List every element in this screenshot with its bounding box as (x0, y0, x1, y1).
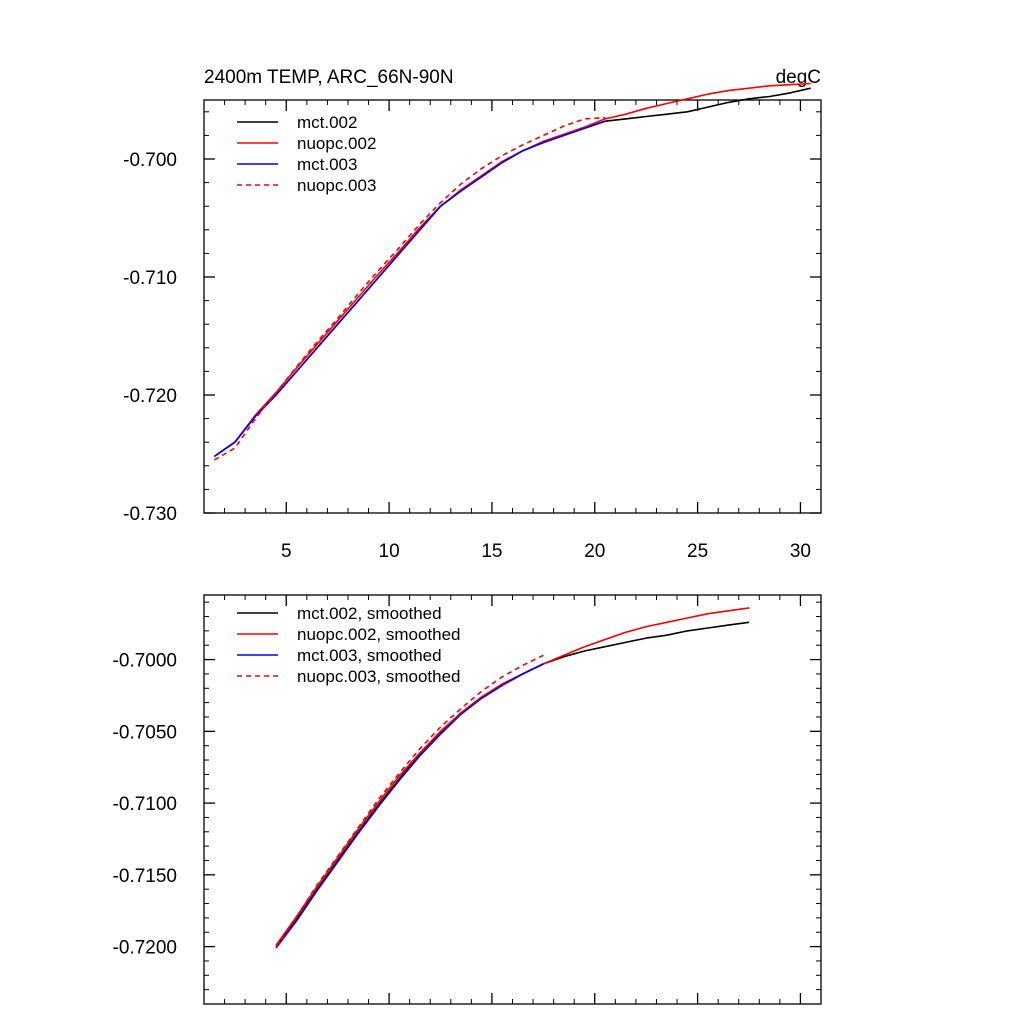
series-line (213, 120, 606, 458)
y-tick-label: -0.7000 (113, 651, 177, 672)
chart-title: 2400m TEMP, ARC_66N-90N (204, 67, 454, 88)
y-tick-label: -0.720 (123, 386, 177, 407)
x-tick-label: 15 (481, 541, 502, 562)
y-tick-label: -0.700 (123, 150, 177, 171)
y-tick-label: -0.730 (123, 504, 177, 525)
top-chart-panel: 2400m TEMP, ARC_66N-90N degC 5 10 15 20 25 30… (123, 67, 822, 562)
x-tick-label: 5 (281, 541, 292, 562)
legend-label: mct.002 (297, 113, 357, 132)
legend-label: mct.002, smoothed (297, 604, 442, 623)
x-tick-label: 20 (584, 541, 605, 562)
series-line (213, 116, 606, 461)
y-tick-label: -0.7050 (113, 722, 177, 743)
series-line (275, 654, 544, 948)
y-tick-label: -0.7100 (113, 794, 177, 815)
legend-label: mct.003 (297, 155, 357, 174)
x-tick-label: 30 (790, 541, 811, 562)
x-tick-label: 10 (379, 541, 400, 562)
legend-label: nuopc.002 (297, 134, 376, 153)
legend-label: nuopc.003 (297, 176, 376, 195)
y-tick-label: -0.710 (123, 268, 177, 289)
legend-label: mct.003, smoothed (297, 646, 442, 665)
series-line (275, 663, 544, 949)
y-tick-label: -0.7200 (113, 938, 177, 959)
legend-label: nuopc.003, smoothed (297, 667, 461, 686)
x-tick-label: 25 (687, 541, 708, 562)
bottom-chart-panel: -0.7200 -0.7150 -0.7100 -0.7050 -0.7000 mct.… (113, 594, 822, 1005)
chart-units-label: degC (776, 67, 821, 88)
y-tick-label: -0.7150 (113, 866, 177, 887)
legend-label: nuopc.002, smoothed (297, 625, 461, 644)
